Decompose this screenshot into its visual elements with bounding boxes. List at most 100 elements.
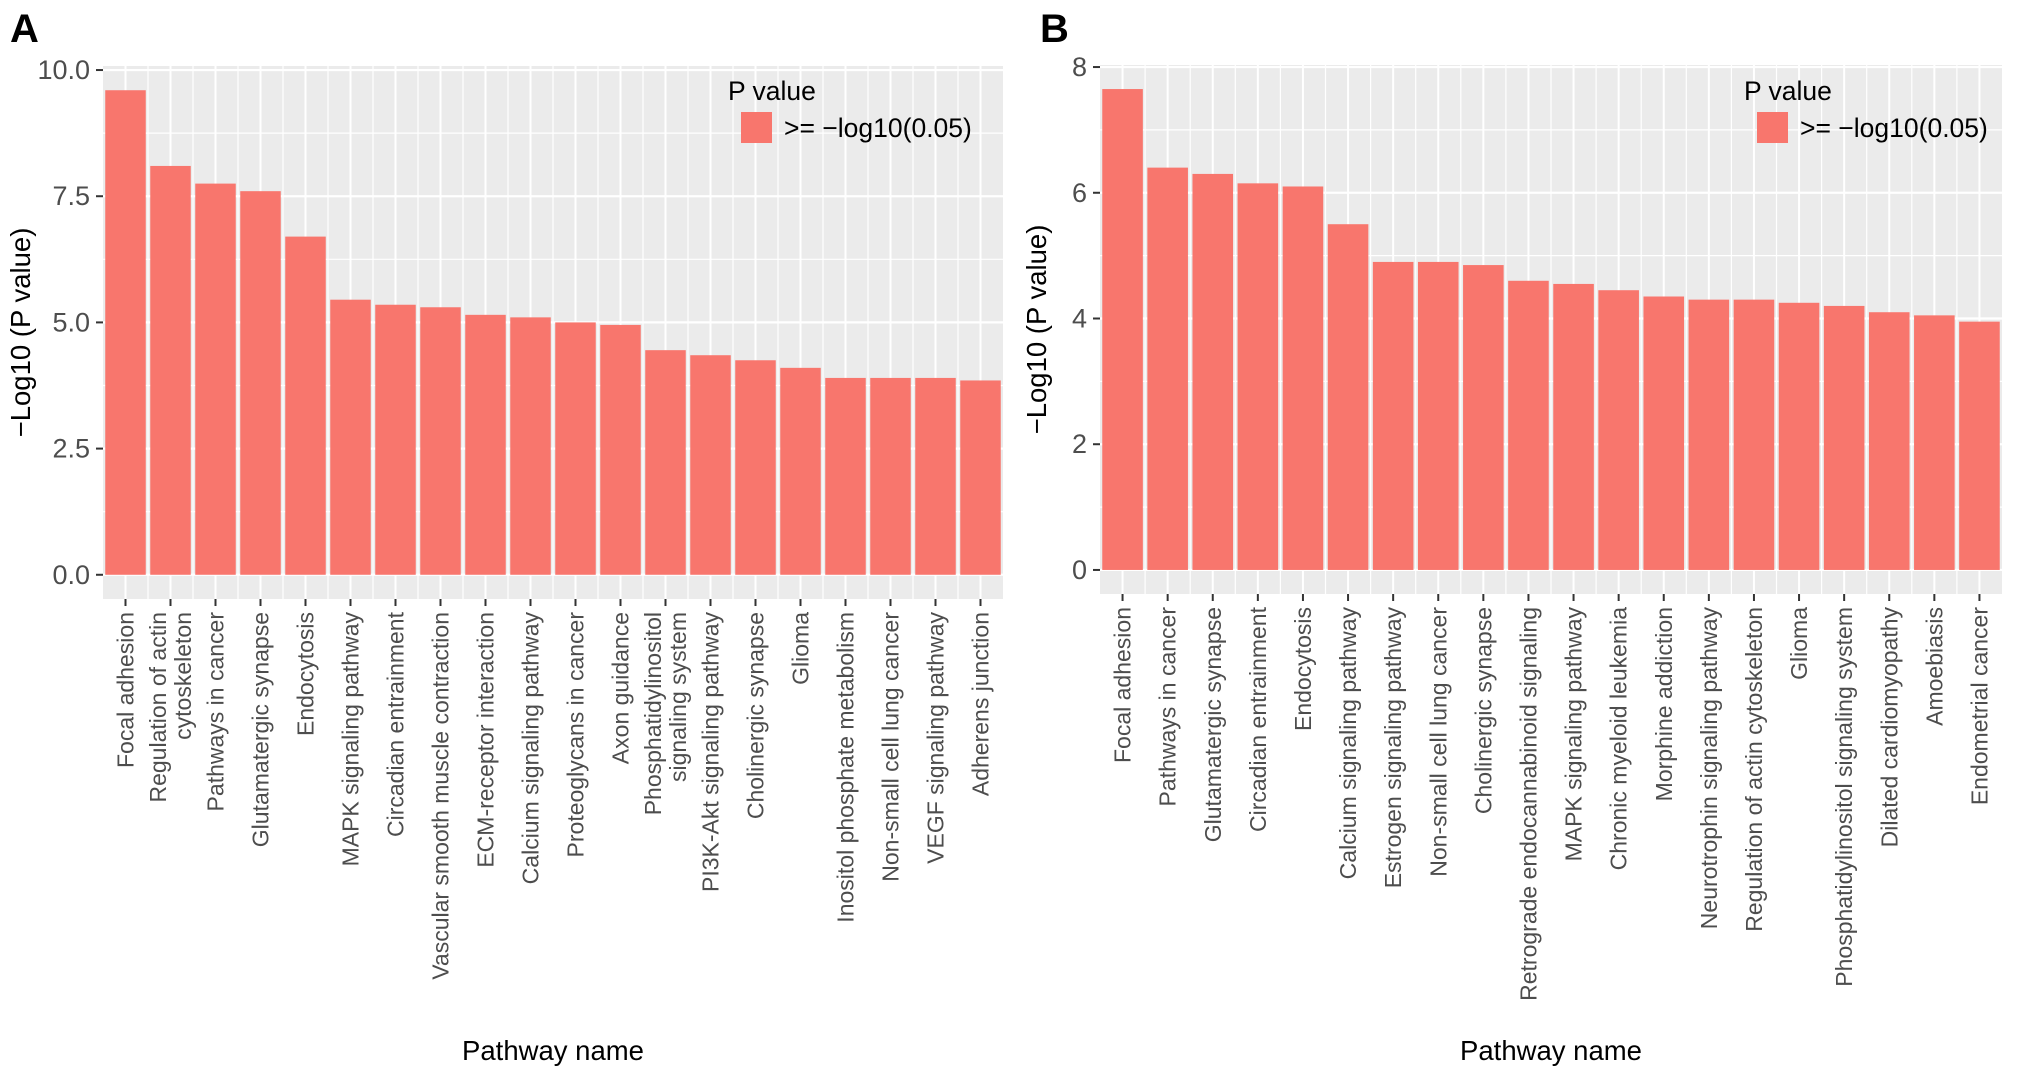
y-tick-label: 5.0 [52,307,90,337]
bar [1733,299,1775,570]
chart-svg-a: 0.0 2.5 5.0 7.5 10.0 Focal adhesion Regulation… [5,7,1003,1066]
bar [105,90,146,575]
bar [285,236,326,575]
bar [1147,167,1188,570]
y-axis-title: −Log10 (P value) [5,228,36,438]
x-tick-label: Non-small cell lung cancer [1425,607,1451,877]
legend-title: P value [1744,76,1832,106]
bar [1553,283,1594,570]
x-tick-label: Pathways in cancer [203,612,229,812]
bar [330,299,371,575]
x-tick-label: Axon guidance [608,612,634,764]
bar [1102,89,1143,570]
y-axis-title: −Log10 (P value) [1021,225,1052,435]
bar [1463,265,1504,570]
bar [1959,321,2000,570]
bar [960,380,1001,575]
bar [1778,302,1820,570]
y-tick-label: 10.0 [37,55,90,85]
x-tick-label: Dilated cardiomyopathy [1876,607,1902,848]
bar [1237,183,1279,570]
x-tick-label: Glioma [1786,607,1812,680]
bar [1868,312,1910,570]
bar [1192,173,1234,570]
y-tick-label: 4 [1072,303,1087,333]
bar [1327,224,1369,570]
x-tick-label: Morphine addiction [1651,607,1677,801]
x-tick-label: Glioma [788,612,814,685]
x-tick-label: Circadian entrainment [1245,606,1271,832]
x-tick-label: Regulation of actin [145,612,171,803]
legend-label: >= −log10(0.05) [784,113,972,143]
bar [1508,280,1549,570]
x-tick-label: Glutamatergic synapse [1200,607,1226,842]
y-tick-label: 6 [1072,178,1087,208]
x-tick-label: Chronic myeloid leukemia [1606,607,1632,871]
x-tick-label: Adherens junction [968,612,994,796]
x-tick-label: VEGF signaling pathway [923,612,949,864]
y-tick-label: 2.5 [52,434,90,464]
bar [150,165,191,575]
x-tick-label: Proteoglycans in cancer [563,612,589,858]
x-tick-label: Neurotrophin signaling pathway [1696,607,1722,930]
bar [1688,299,1730,570]
bar [735,360,776,575]
legend-key-swatch [1757,112,1788,143]
bar [1914,315,1955,570]
x-tick-label: Inositol phosphate metabolism [833,612,859,923]
legend-title: P value [728,76,816,106]
x-tick-label: Endometrial cancer [1966,607,1992,805]
x-tick-label: MAPK signaling pathway [338,612,364,867]
bar [825,377,866,575]
bar [510,317,551,575]
x-tick-label: Cholinergic synapse [743,612,769,819]
legend-label: >= −log10(0.05) [1800,113,1988,143]
x-tick-label: Focal adhesion [1110,607,1136,763]
x-tick-label: Vascular smooth muscle contraction [428,612,454,980]
panel-letter: B [1040,7,1069,51]
bar [690,355,731,575]
bar [240,191,281,575]
x-tick-label: Phosphatidylinositol signaling system [1831,607,1857,987]
x-tick-label: signaling system [665,612,691,782]
x-tick-label: Glutamatergic synapse [248,612,274,847]
y-tick-label: 7.5 [52,181,90,211]
bar [420,307,461,575]
y-tick-label: 8 [1072,52,1087,82]
x-tick-label: Non-small cell lung cancer [878,612,904,882]
x-tick-label: ECM-receptor interaction [473,612,499,868]
bar [375,304,416,575]
bar [1372,261,1414,570]
bar [600,324,641,575]
bar [1823,305,1865,570]
bar [195,183,236,575]
y-tick-label: 2 [1072,429,1087,459]
x-axis-title: Pathway name [1460,1035,1642,1066]
x-tick-label: Calcium signaling pathway [1335,607,1361,880]
panel-letter: A [10,7,39,51]
bar [1417,261,1459,570]
x-tick-label: Pathways in cancer [1155,607,1181,807]
bar [915,377,956,575]
x-tick-label: Endocytosis [1290,607,1316,731]
x-axis-title: Pathway name [462,1035,644,1066]
x-tick-label: PI3K-Akt signaling pathway [698,612,724,892]
bar [555,322,596,575]
x-tick-label: MAPK signaling pathway [1561,607,1587,862]
chart-panel-b: 0 2 4 6 8 Focal adhesion Pathways in cancer Glu… [1016,0,2032,1085]
x-tick-label: Estrogen signaling pathway [1380,607,1406,889]
x-tick-label: Circadian entrainment [383,611,409,837]
bar [465,314,506,575]
bar [645,350,686,575]
bar [780,367,821,575]
x-tick-label: Phosphatidylinositol [640,612,666,815]
x-tick-label: cytoskeleton [170,612,196,740]
bar [1282,186,1324,570]
bar [1643,296,1685,570]
x-tick-label: Focal adhesion [113,612,139,768]
chart-svg-b: 0 2 4 6 8 Focal adhesion Pathways in cancer Glu… [1021,7,2002,1066]
x-tick-label: Regulation of actin cytoskeleton [1741,607,1767,932]
chart-panel-a: 0.0 2.5 5.0 7.5 10.0 Focal adhesion Regulation… [0,0,1016,1085]
bar [870,377,911,575]
